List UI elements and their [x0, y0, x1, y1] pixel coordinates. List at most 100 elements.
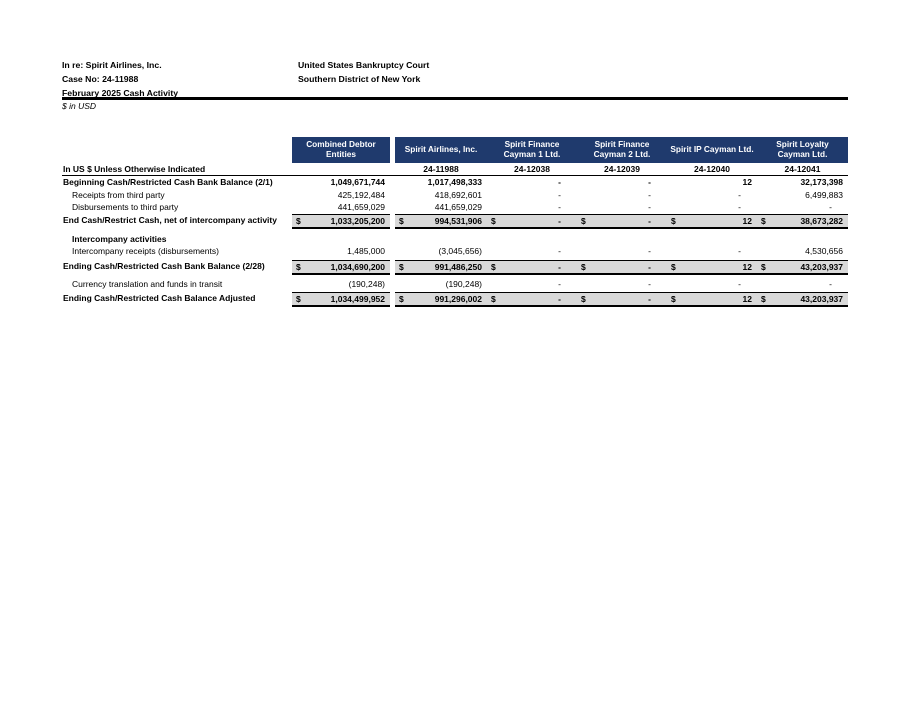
case-caption-debtor: In re: Spirit Airlines, Inc. [62, 60, 162, 70]
value-cell: (3,045,656) [438, 246, 482, 256]
row-header-label: In US $ Unless Otherwise Indicated [62, 163, 292, 176]
row-label: Intercompany activities [72, 233, 167, 244]
case-number-cell [292, 163, 390, 176]
total-value-cell: $994,531,906 [395, 213, 487, 229]
value-cell: 425,192,484 [337, 189, 385, 200]
table-row: Disbursements to third party 441,659,029 4… [62, 201, 848, 214]
total-value: 994,531,906 [434, 215, 482, 226]
value-cell: 32,173,398 [800, 177, 843, 187]
total-value: - [648, 261, 651, 272]
total-value-cell: $12 [667, 213, 757, 229]
total-value-cell: $ - [487, 213, 577, 229]
currency-symbol: $ [491, 261, 496, 272]
row-label: Disbursements to third party [72, 202, 179, 212]
value-cell: - [738, 202, 741, 212]
value-cell: 441,659,029 [337, 202, 385, 212]
value-cell: - [648, 177, 651, 187]
currency-symbol: $ [491, 215, 496, 226]
column-header: Combined Debtor Entities [292, 137, 390, 163]
value-cell [667, 233, 757, 246]
value-cell: - [558, 278, 561, 289]
case-number-cell: 24-12038 [487, 163, 577, 176]
value-cell: (190,248) [445, 278, 482, 289]
value-cell [577, 233, 667, 246]
row-label: Currency translation and funds in transi… [72, 278, 223, 289]
entity-header-row: Combined Debtor Entities Spirit Airlines,… [62, 137, 848, 163]
currency-symbol: $ [761, 215, 766, 226]
table-row: Ending Cash/Restricted Cash Bank Balance… [62, 259, 848, 275]
total-value: 43,203,937 [800, 294, 843, 304]
total-value: 38,673,282 [800, 215, 843, 226]
value-cell: - [648, 202, 651, 212]
table-row: Intercompany receipts (disbursements) 1,4… [62, 245, 848, 258]
total-value-cell: $ - [577, 213, 667, 229]
total-value-cell: $ - [577, 259, 667, 275]
total-value: - [558, 294, 561, 304]
case-number-cell: 24-12039 [577, 163, 667, 176]
total-value: - [648, 215, 651, 226]
row-label: End Cash/Restrict Cash, net of intercomp… [63, 214, 277, 225]
column-header: Spirit Loyalty Cayman Ltd. [757, 137, 848, 163]
total-value: 12 [742, 294, 752, 304]
value-cell: - [648, 278, 651, 289]
row-label: Ending Cash/Restricted Cash Balance Adju… [63, 293, 256, 303]
case-number-row: In US $ Unless Otherwise Indicated 24-119… [62, 163, 848, 176]
value-cell [292, 233, 390, 246]
currency-symbol: $ [671, 294, 676, 304]
currency-symbol: $ [671, 215, 676, 226]
total-value: 991,296,002 [434, 294, 482, 304]
total-value-cell: $43,203,937 [757, 292, 848, 307]
value-cell: - [829, 278, 832, 289]
table-row: Intercompany activities [62, 233, 848, 246]
value-cell: 6,499,883 [805, 189, 843, 200]
value-cell [395, 233, 487, 246]
units-note: $ in USD [62, 101, 97, 111]
table-row: Ending Cash/Restricted Cash Balance Adju… [62, 292, 848, 307]
value-cell: - [558, 202, 561, 212]
currency-symbol: $ [399, 215, 404, 226]
value-cell: 12 [742, 177, 752, 187]
row-label: Ending Cash/Restricted Cash Bank Balance… [63, 260, 265, 271]
table-row: Currency translation and funds in transi… [62, 278, 848, 291]
column-header: Spirit Finance Cayman 2 Ltd. [577, 137, 667, 163]
report-title: February 2025 Cash Activity [62, 87, 179, 98]
value-cell [757, 233, 848, 246]
court-caption: United States Bankruptcy Court Southern … [298, 59, 429, 87]
court-name: United States Bankruptcy Court [298, 60, 430, 70]
value-cell: 418,692,601 [434, 189, 482, 200]
currency-symbol: $ [399, 261, 404, 272]
row-label: Beginning Cash/Restricted Cash Bank Bala… [63, 177, 273, 187]
value-cell: - [648, 189, 651, 200]
table-row: Receipts from third party 425,192,484 418,… [62, 189, 848, 202]
currency-symbol: $ [761, 261, 766, 272]
value-cell: - [558, 189, 561, 200]
value-cell [487, 233, 577, 246]
row-label: Intercompany receipts (disbursements) [72, 246, 219, 256]
value-cell: - [738, 189, 741, 200]
total-value-cell: $1,034,499,952 [292, 292, 390, 307]
value-cell: 1,017,498,333 [427, 177, 482, 187]
value-cell: - [738, 246, 741, 256]
total-value-cell: $38,673,282 [757, 213, 848, 229]
header-rule [62, 97, 848, 100]
currency-symbol: $ [491, 294, 496, 304]
case-number-cell: 24-12041 [757, 163, 848, 176]
case-caption-number: Case No: 24-11988 [62, 73, 139, 84]
court-district: Southern District of New York [298, 73, 421, 84]
value-cell: 1,049,671,744 [330, 177, 385, 187]
column-header: Spirit Airlines, Inc. [395, 137, 487, 163]
value-cell: - [558, 246, 561, 256]
table-corner-cell [62, 137, 292, 163]
total-value-cell: $12 [667, 259, 757, 275]
table-row: Beginning Cash/Restricted Cash Bank Bala… [62, 176, 848, 189]
total-value: 12 [742, 261, 752, 272]
value-cell: 4,530,656 [805, 246, 843, 256]
total-value-cell: $991,486,250 [395, 259, 487, 275]
case-caption: In re: Spirit Airlines, Inc. Case No: 24… [62, 59, 178, 100]
total-value: 1,034,499,952 [330, 294, 385, 304]
value-cell: - [648, 246, 651, 256]
cash-activity-table: Combined Debtor Entities Spirit Airlines,… [62, 137, 848, 307]
total-value: 991,486,250 [434, 261, 482, 272]
currency-symbol: $ [581, 294, 586, 304]
